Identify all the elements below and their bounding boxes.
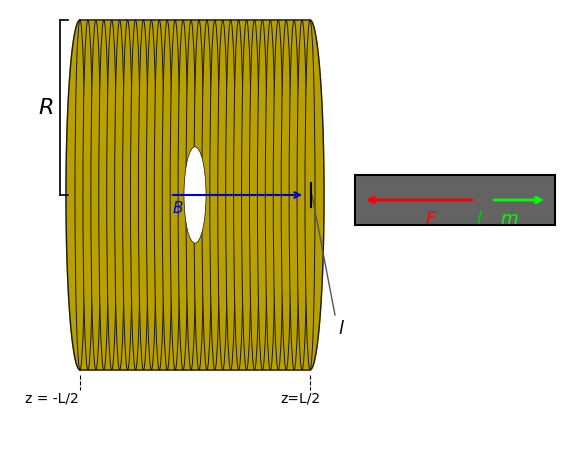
Ellipse shape <box>274 20 283 370</box>
Ellipse shape <box>258 20 267 370</box>
Ellipse shape <box>123 20 132 370</box>
Ellipse shape <box>266 20 275 370</box>
Ellipse shape <box>154 20 164 370</box>
Ellipse shape <box>218 20 228 370</box>
Ellipse shape <box>83 20 93 370</box>
Ellipse shape <box>184 147 206 243</box>
Ellipse shape <box>289 20 299 370</box>
Text: z = -L/2: z = -L/2 <box>25 391 79 405</box>
Ellipse shape <box>162 20 172 370</box>
Text: l: l <box>338 320 343 338</box>
Ellipse shape <box>178 20 188 370</box>
Ellipse shape <box>170 20 180 370</box>
Ellipse shape <box>281 20 291 370</box>
Ellipse shape <box>99 20 109 370</box>
Ellipse shape <box>107 20 116 370</box>
Ellipse shape <box>305 20 315 370</box>
Polygon shape <box>66 20 324 370</box>
Ellipse shape <box>146 20 156 370</box>
Ellipse shape <box>234 20 244 370</box>
Text: B: B <box>173 201 183 216</box>
Text: m: m <box>500 210 518 228</box>
Ellipse shape <box>250 20 259 370</box>
Text: F: F <box>426 210 436 228</box>
Bar <box>355 175 555 225</box>
Ellipse shape <box>242 20 252 370</box>
Text: R: R <box>38 98 54 117</box>
Ellipse shape <box>210 20 220 370</box>
Ellipse shape <box>115 20 124 370</box>
Text: z=L/2: z=L/2 <box>280 391 320 405</box>
Ellipse shape <box>202 20 212 370</box>
Ellipse shape <box>138 20 148 370</box>
Ellipse shape <box>91 20 101 370</box>
Text: I: I <box>476 210 481 228</box>
Ellipse shape <box>226 20 236 370</box>
Ellipse shape <box>194 20 204 370</box>
Ellipse shape <box>75 20 85 370</box>
Ellipse shape <box>297 20 307 370</box>
Ellipse shape <box>131 20 140 370</box>
Ellipse shape <box>186 20 196 370</box>
